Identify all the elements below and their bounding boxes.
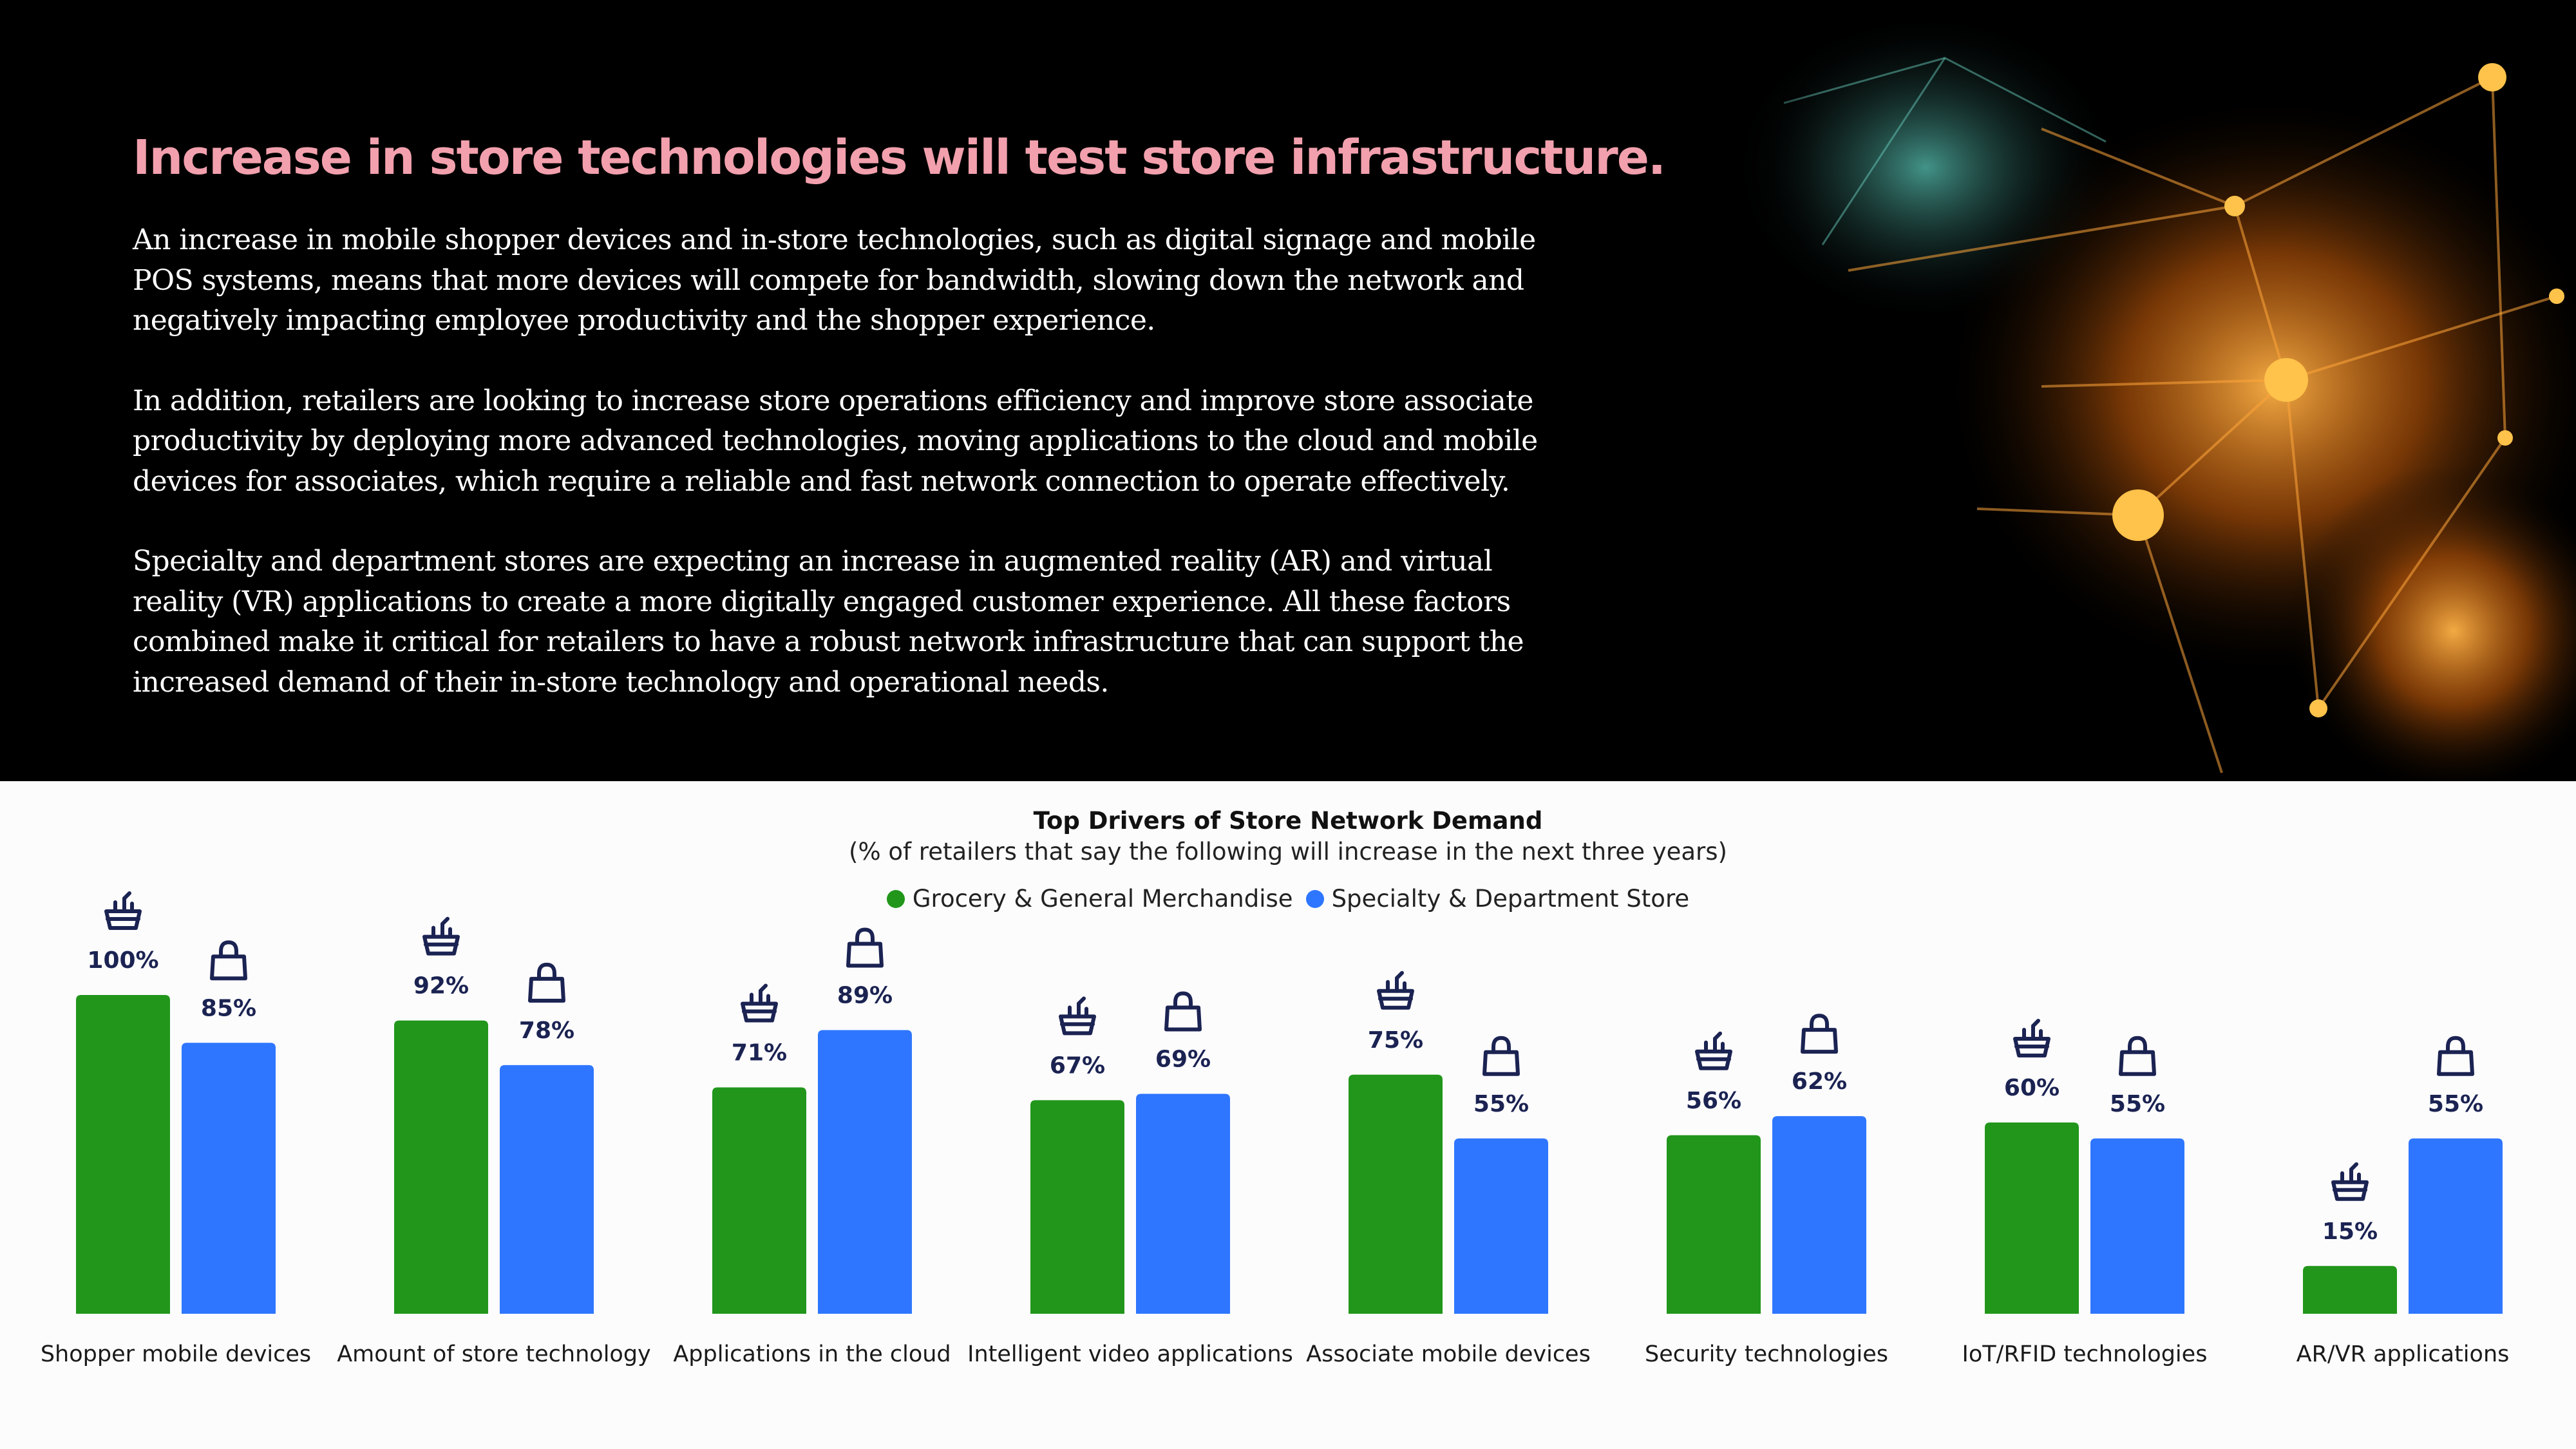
bar xyxy=(1030,1100,1124,1314)
bar xyxy=(182,1043,276,1314)
shopping-bag-icon xyxy=(1801,1014,1838,1054)
data-label: 15% xyxy=(2322,1218,2378,1245)
body-paragraph: An increase in mobile shopper devices an… xyxy=(133,223,1536,337)
bar xyxy=(818,1030,912,1314)
category-label: Applications in the cloud xyxy=(673,1341,951,1367)
shopping-bag-icon xyxy=(846,927,884,968)
category-label: AR/VR applications xyxy=(2297,1341,2510,1367)
bar xyxy=(1985,1122,2079,1314)
legend-item-specialty: Specialty & Department Store xyxy=(1305,885,1690,913)
bar xyxy=(76,995,170,1314)
shopping-bag-icon xyxy=(2119,1036,2156,1076)
category-label: Associate mobile devices xyxy=(1306,1341,1591,1367)
grocery-basket-icon xyxy=(741,983,778,1023)
data-label: 67% xyxy=(1050,1052,1105,1079)
data-label: 60% xyxy=(2004,1075,2060,1101)
data-label: 92% xyxy=(413,973,469,999)
grocery-basket-icon xyxy=(1695,1031,1732,1070)
bar xyxy=(394,1020,488,1314)
shopping-bag-icon xyxy=(1482,1036,1520,1076)
category-label: Intelligent video applications xyxy=(967,1341,1293,1367)
bar xyxy=(1136,1094,1230,1314)
data-label: 89% xyxy=(837,982,893,1009)
page-headline: Increase in store technologies will test… xyxy=(133,130,1666,185)
bar xyxy=(2409,1138,2503,1314)
body-paragraph: Specialty and department stores are expe… xyxy=(133,545,1524,699)
grocery-basket-icon xyxy=(422,916,460,956)
network-art-image xyxy=(1655,0,2576,781)
data-label: 56% xyxy=(1686,1088,1741,1114)
data-label: 69% xyxy=(1155,1046,1211,1072)
bar xyxy=(1772,1116,1866,1314)
bar xyxy=(2090,1138,2184,1314)
category-label: IoT/RFID technologies xyxy=(1962,1341,2208,1367)
data-label: 75% xyxy=(1368,1027,1423,1054)
grocery-basket-icon xyxy=(1059,996,1096,1036)
legend-label-grocery: Grocery & General Merchandise xyxy=(912,885,1293,913)
legend-swatch-specialty xyxy=(1305,889,1324,908)
body-paragraph: In addition, retailers are looking to in… xyxy=(133,384,1538,498)
bar xyxy=(1454,1138,1548,1314)
bar xyxy=(1349,1074,1443,1314)
shopping-bag-icon xyxy=(2437,1036,2474,1076)
category-label: Amount of store technology xyxy=(337,1341,651,1367)
data-label: 55% xyxy=(1473,1091,1529,1117)
grocery-basket-icon xyxy=(104,891,142,930)
chart-legend: Grocery & General Merchandise Specialty … xyxy=(0,885,2576,913)
data-label: 100% xyxy=(87,947,158,974)
body-copy: An increase in mobile shopper devices an… xyxy=(133,220,1575,743)
chart-subtitle: (% of retailers that say the following w… xyxy=(849,838,1727,866)
legend-item-grocery: Grocery & General Merchandise xyxy=(886,885,1293,913)
bar xyxy=(500,1065,594,1314)
bar xyxy=(2303,1265,2397,1314)
category-label: Security technologies xyxy=(1645,1341,1888,1367)
data-label: 55% xyxy=(2110,1091,2165,1117)
bar xyxy=(712,1087,806,1314)
chart-title: Top Drivers of Store Network Demand xyxy=(1033,807,1543,835)
data-label: 71% xyxy=(732,1040,787,1066)
hero-banner: Increase in store technologies will test… xyxy=(0,0,2576,781)
shopping-bag-icon xyxy=(528,962,565,1003)
grocery-basket-icon xyxy=(2331,1162,2369,1201)
data-label: 55% xyxy=(2428,1091,2483,1117)
grocery-basket-icon xyxy=(1377,971,1414,1010)
legend-swatch-grocery xyxy=(886,889,905,908)
category-label: Shopper mobile devices xyxy=(41,1341,311,1367)
data-label: 62% xyxy=(1792,1068,1847,1095)
grocery-basket-icon xyxy=(2013,1019,2050,1057)
data-label: 78% xyxy=(519,1018,574,1044)
data-label: 85% xyxy=(201,995,256,1021)
shopping-bag-icon xyxy=(1164,991,1202,1032)
shopping-bag-icon xyxy=(210,940,247,981)
legend-label-specialty: Specialty & Department Store xyxy=(1331,885,1690,913)
bar xyxy=(1667,1135,1761,1314)
